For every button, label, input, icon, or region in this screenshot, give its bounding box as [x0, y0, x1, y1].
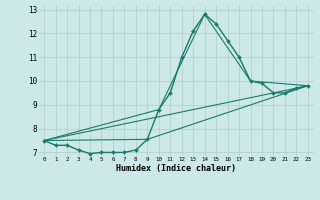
X-axis label: Humidex (Indice chaleur): Humidex (Indice chaleur) [116, 164, 236, 173]
